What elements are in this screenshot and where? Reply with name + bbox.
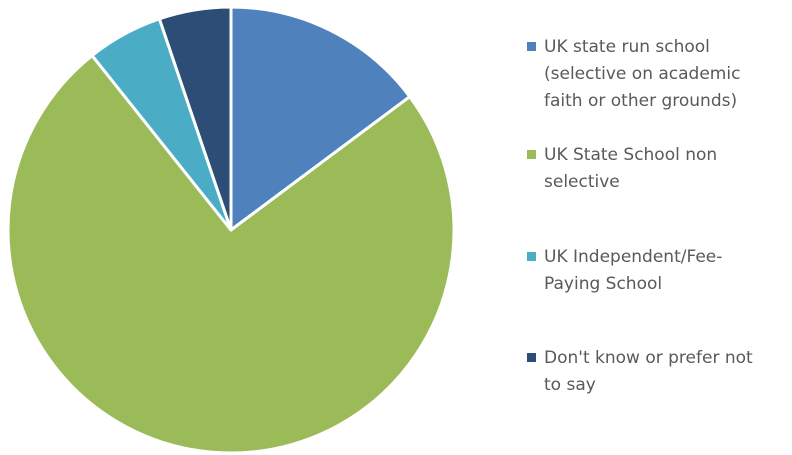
legend-swatch-non-selective-state bbox=[527, 150, 536, 159]
legend-item-independent: UK Independent/Fee- Paying School bbox=[527, 244, 789, 298]
legend-swatch-independent bbox=[527, 252, 536, 261]
slice-non-selective-state bbox=[6, 54, 456, 455]
legend-swatch-dont-know bbox=[527, 353, 536, 362]
legend-label-selective-state: UK state run school (selective on academ… bbox=[544, 37, 741, 111]
legend-item-dont-know: Don't know or prefer not to say bbox=[527, 345, 789, 399]
slice-dont-know bbox=[157, 5, 233, 232]
pie-slices bbox=[6, 5, 456, 455]
legend-swatch-selective-state bbox=[527, 42, 536, 51]
legend-label-non-selective-state: UK State School non selective bbox=[544, 145, 718, 192]
legend-item-selective-state: UK state run school (selective on academ… bbox=[527, 34, 789, 115]
slice-selective-state bbox=[229, 5, 412, 232]
legend-item-non-selective-state: UK State School non selective bbox=[527, 142, 789, 196]
legend-label-independent: UK Independent/Fee- Paying School bbox=[544, 247, 723, 294]
pie-chart bbox=[6, 5, 456, 455]
legend-label-dont-know: Don't know or prefer not to say bbox=[544, 348, 753, 395]
